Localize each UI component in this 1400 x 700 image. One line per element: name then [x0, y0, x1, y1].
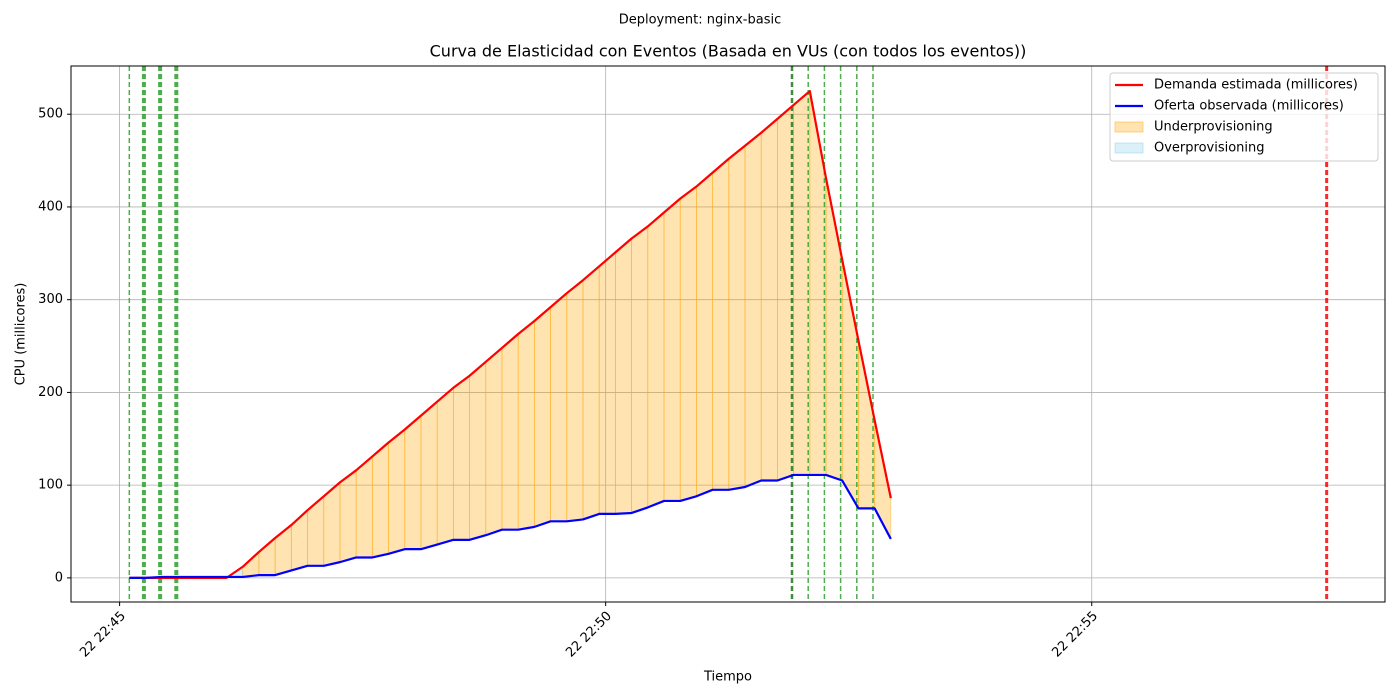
y-tick-label: 100: [38, 478, 63, 493]
underprovisioning-area: [388, 428, 406, 555]
underprovisioning-area: [631, 225, 649, 514]
underprovisioning-area: [598, 251, 616, 515]
x-tick-label: 22 22:45: [77, 609, 129, 661]
underprovisioning-area: [469, 360, 487, 541]
underprovisioning-area: [501, 333, 519, 531]
underprovisioning-area: [793, 90, 811, 476]
legend-label: Demanda estimada (millicores): [1154, 78, 1358, 93]
underprovisioning-area: [533, 306, 551, 528]
underprovisioning-area: [679, 185, 697, 502]
y-tick-label: 0: [55, 570, 63, 585]
underprovisioning-area: [728, 144, 746, 491]
underprovisioning-area: [809, 90, 827, 476]
underprovisioning-area: [858, 340, 876, 509]
legend-swatch: [1114, 142, 1144, 154]
underprovisioning-area: [663, 197, 681, 502]
underprovisioning-area: [614, 237, 632, 515]
underprovisioning-area: [485, 347, 503, 536]
underprovisioning-area: [355, 455, 373, 558]
series-line: [129, 89, 892, 579]
legend-swatch: [1114, 121, 1144, 133]
underprovisioning-area: [452, 374, 470, 541]
y-tick-label: 300: [38, 292, 63, 307]
legend-label: Oferta observada (millicores): [1154, 99, 1344, 114]
x-axis-label: Tiempo: [703, 670, 752, 685]
chart-suptitle: Deployment: nginx-basic: [619, 13, 782, 28]
x-tick-label: 22 22:55: [1049, 609, 1101, 661]
chart-title: Curva de Elasticidad con Eventos (Basada…: [430, 42, 1027, 61]
underprovisioning-area: [874, 420, 892, 540]
underprovisioning-area: [712, 157, 730, 491]
underprovisioning-area: [420, 400, 438, 550]
underprovisioning-area: [647, 211, 665, 509]
underprovisioning-area: [436, 386, 454, 546]
underprovisioning-area: [582, 265, 600, 521]
underprovisioning-area: [339, 469, 357, 563]
underprovisioning-area: [566, 279, 584, 522]
underprovisioning-area: [290, 509, 308, 572]
underprovisioning-area: [550, 292, 568, 522]
underprovisioning-area: [371, 441, 389, 558]
legend-label: Underprovisioning: [1154, 120, 1273, 135]
y-tick-label: 500: [38, 107, 63, 122]
legend-box: [1109, 72, 1379, 162]
legend-label: Overprovisioning: [1154, 141, 1265, 156]
underprovisioning-area: [744, 131, 762, 488]
underprovisioning-area: [760, 117, 778, 481]
x-tick-label: 22 22:50: [563, 609, 615, 661]
y-tick-label: 400: [38, 199, 63, 214]
underprovisioning-area: [404, 414, 422, 550]
underprovisioning-area: [517, 320, 535, 531]
underprovisioning-area: [696, 171, 714, 497]
y-tick-label: 200: [38, 385, 63, 400]
series-line: [129, 473, 892, 579]
plot-frame: [70, 65, 1386, 603]
y-axis-label: CPU (millicores): [14, 283, 29, 386]
